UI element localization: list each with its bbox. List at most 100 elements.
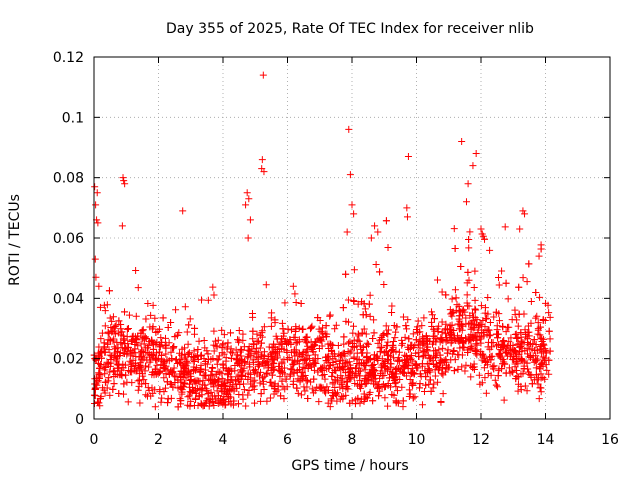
- data-point: [463, 291, 471, 299]
- data-point: [439, 390, 447, 398]
- data-point: [522, 333, 530, 341]
- data-point: [430, 352, 438, 360]
- axis-ticks: 0 2 4 6 8 10 12 14 16 0 0.02 0.04 0.06 0.08 0.1 0.12: [53, 50, 619, 448]
- data-point: [121, 180, 129, 188]
- data-point: [298, 369, 306, 377]
- data-point: [534, 319, 542, 327]
- data-point: [325, 365, 333, 373]
- data-point: [394, 356, 402, 364]
- data-point: [154, 369, 162, 377]
- data-point: [392, 328, 400, 336]
- data-point: [394, 399, 402, 407]
- data-point: [414, 317, 422, 325]
- data-point: [451, 356, 459, 364]
- data-point: [164, 323, 172, 331]
- data-point: [471, 332, 479, 340]
- data-point: [230, 397, 238, 405]
- data-point: [482, 389, 490, 397]
- data-point: [428, 357, 436, 365]
- data-point: [252, 353, 260, 361]
- data-point: [350, 322, 358, 330]
- data-point: [209, 364, 217, 372]
- data-point: [534, 326, 542, 334]
- data-point: [258, 156, 266, 164]
- y-tick-label: 0.08: [53, 171, 84, 187]
- data-point: [111, 352, 119, 360]
- data-point: [429, 332, 437, 340]
- data-point: [257, 397, 265, 405]
- data-point: [214, 378, 222, 386]
- data-point: [527, 352, 535, 360]
- data-point: [478, 329, 486, 337]
- data-point: [372, 261, 380, 269]
- data-point: [533, 376, 541, 384]
- data-point: [149, 323, 157, 331]
- data-point: [158, 394, 166, 402]
- data-point: [420, 339, 428, 347]
- data-point: [498, 267, 506, 275]
- data-point: [354, 330, 362, 338]
- data-point: [110, 380, 118, 388]
- data-point: [454, 365, 462, 373]
- data-point: [475, 371, 483, 379]
- data-point: [109, 367, 117, 375]
- data-point: [459, 306, 467, 314]
- data-point: [248, 345, 256, 353]
- data-point: [495, 281, 503, 289]
- data-point: [122, 371, 130, 379]
- data-point: [181, 364, 189, 372]
- data-point: [135, 353, 143, 361]
- data-point: [128, 362, 136, 370]
- data-point: [177, 367, 185, 375]
- data-point: [340, 350, 348, 358]
- data-point: [197, 351, 205, 359]
- data-point: [524, 365, 532, 373]
- data-point: [415, 384, 423, 392]
- data-point: [507, 342, 515, 350]
- data-point: [349, 329, 357, 337]
- data-point: [350, 343, 358, 351]
- data-point: [339, 304, 347, 312]
- data-point: [122, 345, 130, 353]
- data-point: [496, 352, 504, 360]
- data-point: [408, 341, 416, 349]
- data-point: [117, 339, 125, 347]
- data-point: [354, 394, 362, 402]
- data-point: [450, 225, 458, 233]
- data-point: [504, 295, 512, 303]
- data-point: [409, 369, 417, 377]
- data-point: [451, 286, 459, 294]
- data-point: [407, 352, 415, 360]
- data-point: [103, 301, 111, 309]
- data-point: [377, 369, 385, 377]
- data-point: [123, 378, 131, 386]
- data-point: [509, 345, 517, 353]
- data-point: [477, 302, 485, 310]
- data-point: [371, 367, 379, 375]
- data-point: [314, 335, 322, 343]
- data-point: [235, 327, 243, 335]
- data-point: [144, 392, 152, 400]
- data-point: [329, 361, 337, 369]
- data-point: [98, 329, 106, 337]
- data-point: [414, 364, 422, 372]
- data-point: [273, 335, 281, 343]
- data-point: [346, 373, 354, 381]
- data-point: [164, 395, 172, 403]
- data-point: [499, 360, 507, 368]
- data-point: [545, 327, 553, 335]
- data-point: [498, 340, 506, 348]
- data-point: [355, 337, 363, 345]
- data-point: [290, 369, 298, 377]
- data-point: [406, 390, 414, 398]
- data-point: [140, 376, 148, 384]
- data-point: [523, 387, 531, 395]
- data-point: [303, 383, 311, 391]
- data-point: [486, 318, 494, 326]
- data-point: [149, 368, 157, 376]
- data-point: [463, 279, 471, 287]
- data-point: [481, 323, 489, 331]
- data-point: [515, 283, 523, 291]
- data-point: [382, 217, 390, 225]
